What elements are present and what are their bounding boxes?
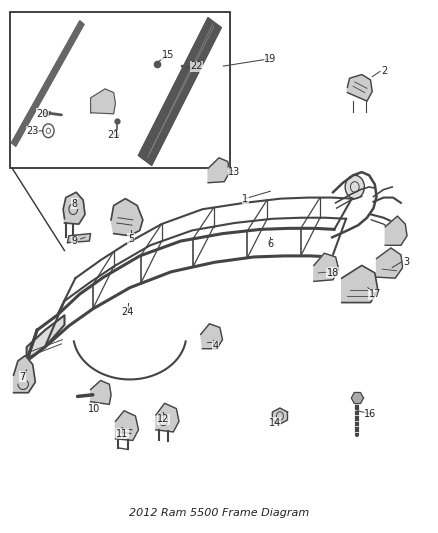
- Polygon shape: [208, 158, 230, 183]
- Text: 20: 20: [36, 109, 49, 119]
- Text: 18: 18: [327, 268, 339, 278]
- Text: 10: 10: [88, 403, 100, 414]
- Polygon shape: [14, 356, 35, 393]
- Polygon shape: [377, 248, 403, 278]
- Polygon shape: [351, 392, 364, 403]
- Text: 22: 22: [190, 61, 203, 71]
- Text: 12: 12: [157, 414, 170, 424]
- Polygon shape: [156, 403, 179, 432]
- Text: 2012 Ram 5500 Frame Diagram: 2012 Ram 5500 Frame Diagram: [129, 508, 309, 519]
- Text: 23: 23: [27, 126, 39, 136]
- Polygon shape: [11, 21, 84, 147]
- Text: 15: 15: [162, 51, 174, 60]
- Text: 24: 24: [121, 306, 134, 317]
- Text: 17: 17: [369, 289, 381, 299]
- Bar: [10, 12, 230, 168]
- Polygon shape: [116, 411, 138, 440]
- Text: 14: 14: [268, 418, 281, 428]
- Text: 16: 16: [364, 409, 377, 419]
- Polygon shape: [385, 216, 407, 245]
- Polygon shape: [111, 199, 143, 236]
- Polygon shape: [342, 265, 378, 303]
- Polygon shape: [347, 75, 372, 101]
- Text: 5: 5: [128, 234, 134, 244]
- Text: 11: 11: [116, 429, 128, 439]
- Text: 1: 1: [242, 193, 248, 204]
- Circle shape: [345, 175, 364, 199]
- Polygon shape: [67, 233, 91, 243]
- Text: 21: 21: [107, 130, 120, 140]
- Text: 2: 2: [381, 67, 388, 76]
- Text: 13: 13: [228, 167, 240, 177]
- Polygon shape: [272, 408, 287, 424]
- Text: 8: 8: [71, 199, 78, 209]
- Text: 3: 3: [403, 257, 409, 267]
- Text: 4: 4: [212, 341, 219, 351]
- Polygon shape: [27, 316, 64, 361]
- Polygon shape: [201, 324, 223, 349]
- Polygon shape: [91, 89, 116, 114]
- Text: 9: 9: [71, 236, 78, 246]
- Polygon shape: [91, 381, 111, 405]
- Text: 6: 6: [267, 239, 273, 249]
- Polygon shape: [314, 253, 339, 281]
- Polygon shape: [138, 18, 221, 165]
- Text: 7: 7: [19, 372, 25, 382]
- Text: 19: 19: [264, 54, 276, 63]
- Polygon shape: [63, 192, 85, 224]
